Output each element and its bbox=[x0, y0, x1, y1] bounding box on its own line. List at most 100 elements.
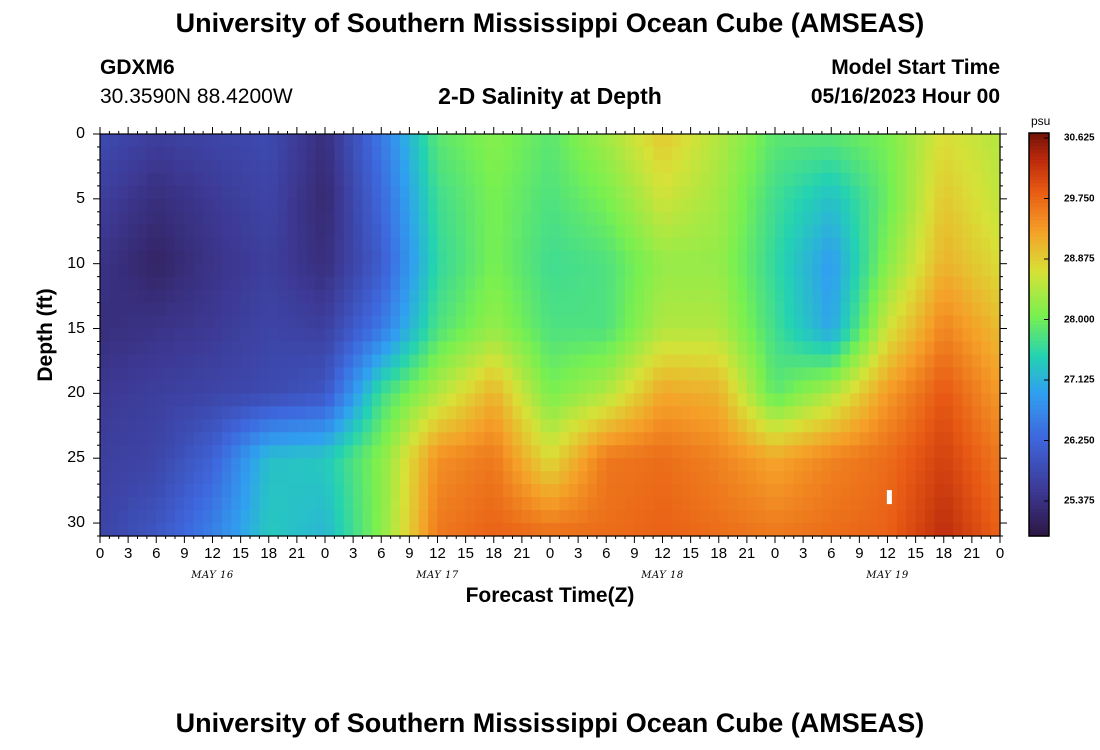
heatmap-cell bbox=[784, 497, 795, 511]
heatmap-cell bbox=[128, 406, 139, 420]
heatmap-cell bbox=[446, 393, 457, 407]
heatmap-cell bbox=[165, 134, 176, 148]
heatmap-cell bbox=[587, 276, 598, 291]
heatmap-cell bbox=[278, 159, 289, 174]
heatmap-cell bbox=[700, 172, 710, 187]
heatmap-cell bbox=[465, 289, 476, 304]
heatmap-cell bbox=[718, 354, 729, 369]
heatmap-cell bbox=[221, 484, 232, 498]
heatmap-cell bbox=[362, 497, 373, 511]
heatmap-cell bbox=[212, 134, 223, 148]
heatmap-cell bbox=[662, 406, 673, 420]
heatmap-cell bbox=[390, 328, 401, 343]
heatmap-cell bbox=[831, 172, 842, 187]
x-tick-label: 0 bbox=[995, 545, 1005, 562]
heatmap-cell bbox=[353, 276, 364, 291]
heatmap-cell bbox=[503, 211, 514, 226]
heatmap-cell bbox=[278, 237, 289, 252]
colorbar-segment bbox=[1029, 398, 1049, 403]
heatmap-cell bbox=[381, 289, 392, 304]
heatmap-cell bbox=[934, 198, 945, 213]
heatmap-cell bbox=[540, 211, 551, 226]
heatmap-cell bbox=[493, 471, 504, 485]
colorbar-segment bbox=[1029, 492, 1049, 497]
heatmap-cell bbox=[700, 458, 710, 472]
heatmap-cell bbox=[259, 419, 270, 433]
heatmap-cell bbox=[118, 289, 129, 304]
heatmap-cell bbox=[887, 471, 898, 485]
heatmap-cell bbox=[512, 159, 523, 174]
heatmap-cell bbox=[381, 523, 392, 537]
heatmap-cell bbox=[868, 484, 879, 498]
heatmap-cell bbox=[325, 445, 335, 459]
heatmap-cell bbox=[175, 224, 185, 239]
heatmap-cell bbox=[165, 302, 176, 317]
heatmap-cell bbox=[943, 315, 954, 330]
heatmap-cell bbox=[718, 198, 729, 213]
heatmap-cell bbox=[653, 198, 664, 213]
heatmap-cell bbox=[634, 211, 645, 226]
heatmap-cell bbox=[728, 159, 739, 174]
heatmap-cell bbox=[812, 393, 823, 407]
heatmap-cell bbox=[821, 523, 832, 537]
heatmap-cell bbox=[700, 497, 710, 511]
heatmap-cell bbox=[259, 211, 270, 226]
heatmap-cell bbox=[625, 224, 635, 239]
heatmap-cell bbox=[671, 172, 682, 187]
heatmap-cell bbox=[746, 315, 757, 330]
chart-subtitle: 2-D Salinity at Depth bbox=[438, 83, 662, 109]
heatmap-cell bbox=[250, 497, 260, 511]
heatmap-cell bbox=[296, 406, 307, 420]
heatmap-cell bbox=[268, 445, 279, 459]
heatmap-cell bbox=[587, 406, 598, 420]
heatmap-cell bbox=[709, 302, 720, 317]
heatmap-cell bbox=[775, 380, 785, 394]
heatmap-cell bbox=[381, 250, 392, 265]
heatmap-cell bbox=[146, 211, 157, 226]
heatmap-cell bbox=[156, 276, 167, 291]
heatmap-cell bbox=[700, 380, 710, 394]
heatmap-cell bbox=[278, 380, 289, 394]
heatmap-cell bbox=[925, 224, 935, 239]
heatmap-cell bbox=[765, 471, 776, 485]
heatmap-cell bbox=[334, 406, 345, 420]
heatmap-cell bbox=[503, 510, 514, 524]
heatmap-cell bbox=[971, 172, 982, 187]
heatmap-cell bbox=[456, 159, 467, 174]
heatmap-cell bbox=[456, 380, 467, 394]
heatmap-cell bbox=[971, 211, 982, 226]
heatmap-cell bbox=[165, 159, 176, 174]
heatmap-cell bbox=[268, 523, 279, 537]
heatmap-cell bbox=[615, 159, 626, 174]
heatmap-cell bbox=[568, 146, 579, 161]
heatmap-cell bbox=[100, 354, 110, 369]
heatmap-cell bbox=[146, 393, 157, 407]
heatmap-cell bbox=[184, 471, 195, 485]
heatmap-cell bbox=[578, 172, 589, 187]
colorbar-segment bbox=[1029, 448, 1049, 453]
heatmap-cell bbox=[765, 198, 776, 213]
heatmap-cell bbox=[428, 406, 439, 420]
heatmap-cell bbox=[193, 185, 204, 200]
heatmap-cell bbox=[615, 328, 626, 343]
heatmap-cell bbox=[737, 484, 748, 498]
heatmap-cell bbox=[315, 393, 326, 407]
heatmap-cell bbox=[587, 211, 598, 226]
heatmap-cell bbox=[400, 159, 410, 174]
heatmap-cell bbox=[859, 146, 870, 161]
heatmap-cell bbox=[615, 510, 626, 524]
heatmap-cell bbox=[446, 367, 457, 381]
heatmap-cell bbox=[296, 211, 307, 226]
heatmap-cell bbox=[868, 380, 879, 394]
heatmap-cell bbox=[878, 185, 889, 200]
heatmap-cell bbox=[653, 354, 664, 369]
heatmap-cell bbox=[775, 484, 785, 498]
heatmap-cell bbox=[784, 432, 795, 446]
heatmap-cell bbox=[203, 354, 214, 369]
colorbar-segment bbox=[1029, 418, 1049, 423]
heatmap-cell bbox=[756, 211, 767, 226]
heatmap-cell bbox=[962, 328, 973, 343]
heatmap-cell bbox=[775, 211, 785, 226]
heatmap-cell bbox=[475, 354, 485, 369]
heatmap-cell bbox=[203, 302, 214, 317]
